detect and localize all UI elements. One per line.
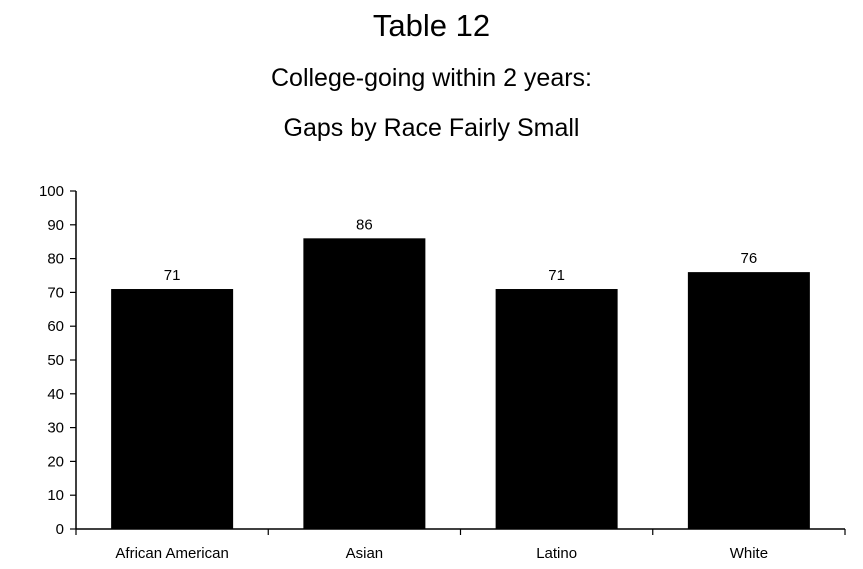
y-tick-label: 30: [47, 420, 64, 437]
data-label: 71: [164, 267, 181, 284]
chart-subtitle-line-2: Gaps by Race Fairly Small: [283, 114, 580, 142]
y-tick-label: 60: [47, 318, 64, 335]
y-tick-label: 50: [47, 352, 64, 369]
y-tick-label: 100: [39, 183, 64, 200]
y-tick-label: 70: [47, 284, 64, 301]
bar-white: [687, 272, 810, 529]
y-axis: 0 10 20 30 40 50 60 70 80 90 100: [39, 183, 77, 538]
x-tick-label: White: [730, 545, 768, 562]
chart-subtitle-line-1: College-going within 2 years:: [270, 64, 592, 92]
y-tick-label: 90: [47, 217, 64, 234]
chart-title: Table 12: [372, 8, 491, 43]
y-tick-label: 40: [47, 386, 64, 403]
y-tick-label: 10: [47, 487, 64, 504]
x-tick-label: Latino: [536, 545, 577, 562]
bar-african-american: [111, 289, 234, 529]
bar-asian: [303, 238, 426, 529]
y-tick-label: 20: [47, 453, 64, 470]
bar-latino: [495, 289, 618, 529]
y-tick-label: 0: [56, 521, 64, 538]
data-label: 76: [741, 250, 758, 267]
bars: [111, 238, 810, 529]
data-labels: 71 86 71 76: [164, 216, 757, 284]
x-tick-label: Asian: [346, 545, 384, 562]
data-label: 86: [356, 216, 373, 233]
y-tick-label: 80: [47, 251, 64, 268]
x-tick-label: African American: [115, 545, 228, 562]
data-label: 71: [548, 267, 565, 284]
x-axis: African American Asian Latino White: [75, 528, 846, 562]
